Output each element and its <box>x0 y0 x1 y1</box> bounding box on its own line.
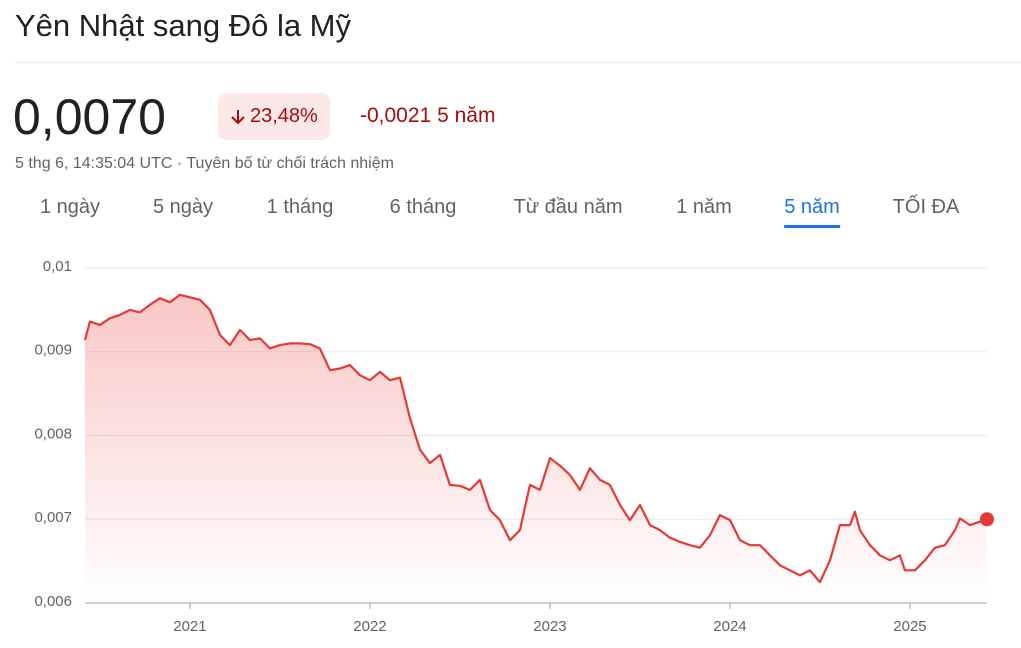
range-tab[interactable]: TỐI ĐA <box>892 196 960 218</box>
y-tick-label: 0,008 <box>34 425 72 442</box>
timestamp-line: 5 thg 6, 14:35:04 UTC · Tuyên bố từ chối… <box>15 155 394 172</box>
y-tick-label: 0,009 <box>34 342 72 359</box>
change-percent: 23,48% <box>250 105 318 127</box>
x-tick-label: 2023 <box>533 618 566 635</box>
x-tick-label: 2022 <box>353 618 386 635</box>
range-tab[interactable]: 1 ngày <box>39 196 101 218</box>
chart: 0,006 0,007 0,008 0,009 0,01 2021 2022 2023 2024… <box>34 258 994 635</box>
disclaimer[interactable]: Tuyên bố từ chối trách nhiệm <box>186 155 394 172</box>
area <box>85 294 987 603</box>
price: 0,0070 <box>13 89 166 145</box>
y-tick-label: 0,007 <box>34 509 72 526</box>
title: Yên Nhật sang Đô la Mỹ <box>15 8 352 43</box>
range-tab[interactable]: 1 tháng <box>266 196 334 218</box>
divider <box>15 62 1021 63</box>
range-tab[interactable]: 5 ngày <box>152 196 214 218</box>
period: 5 năm <box>437 104 496 127</box>
y-tick-label: 0,006 <box>34 593 72 610</box>
down-arrow <box>231 109 245 124</box>
range-tab[interactable]: 6 tháng <box>389 196 457 218</box>
range-tab[interactable]: Từ đầu năm <box>513 196 623 218</box>
range-tab[interactable]: 1 năm <box>676 196 732 218</box>
change-value: -0,0021 <box>360 104 432 127</box>
y-tick-label: 0,01 <box>43 258 72 275</box>
x-tick-label: 2024 <box>713 618 746 635</box>
timestamp: 5 thg 6, 14:35:04 UTC <box>15 155 173 172</box>
range-tab[interactable]: 5 năm <box>784 196 840 228</box>
x-tick-label: 2025 <box>893 618 926 635</box>
price-line <box>83 293 988 584</box>
change: -0,0021 5 năm <box>360 104 495 128</box>
change-badge: 23,48% <box>218 93 330 140</box>
last-point <box>980 512 994 527</box>
x-tick-label: 2021 <box>173 618 206 635</box>
